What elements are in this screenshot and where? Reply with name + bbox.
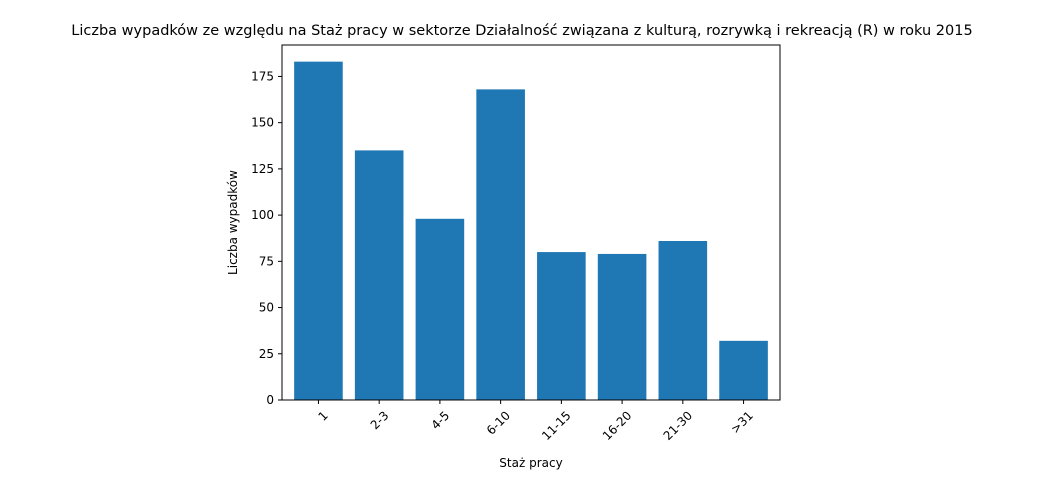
y-tick-label: 25	[259, 347, 274, 361]
y-tick-label: 50	[259, 301, 274, 315]
y-tick-label: 100	[251, 208, 274, 222]
bar-16-20	[597, 253, 647, 400]
x-tick-label: 1	[315, 408, 330, 423]
bar-1	[294, 61, 343, 400]
y-axis-label: Liczba wypadków	[226, 170, 240, 275]
bar-2-3	[354, 150, 404, 400]
chart-title: Liczba wypadków ze względu na Staż pracy…	[71, 23, 972, 39]
x-axis: 1 2-3 4-5 6-10 11-15 16-20 21-30 >31	[315, 400, 756, 443]
y-tick-label: 0	[266, 393, 274, 407]
bar-6-10	[476, 89, 525, 400]
x-tick-label: 4-5	[428, 408, 452, 432]
x-axis-label: Staż pracy	[499, 456, 562, 470]
y-axis: 0 25 50 75 100 125 150 175	[251, 69, 282, 407]
y-tick-label: 175	[251, 69, 274, 83]
x-tick-label: 6-10	[484, 408, 513, 437]
x-tick-label: 21-30	[661, 408, 696, 443]
x-tick-label: 16-20	[600, 408, 635, 443]
bar->31	[719, 340, 768, 400]
bar-21-30	[658, 240, 708, 400]
y-tick-label: 125	[251, 162, 274, 176]
plot-frame	[281, 44, 781, 401]
bars-group	[294, 61, 768, 400]
bar-11-15	[537, 252, 586, 400]
x-tick-label: 11-15	[539, 408, 574, 443]
y-tick-label: 75	[259, 254, 274, 268]
y-tick-label: 150	[251, 116, 274, 130]
x-tick-label: 2-3	[368, 408, 392, 432]
bar-4-5	[415, 218, 465, 400]
x-tick-label: >31	[728, 408, 756, 436]
